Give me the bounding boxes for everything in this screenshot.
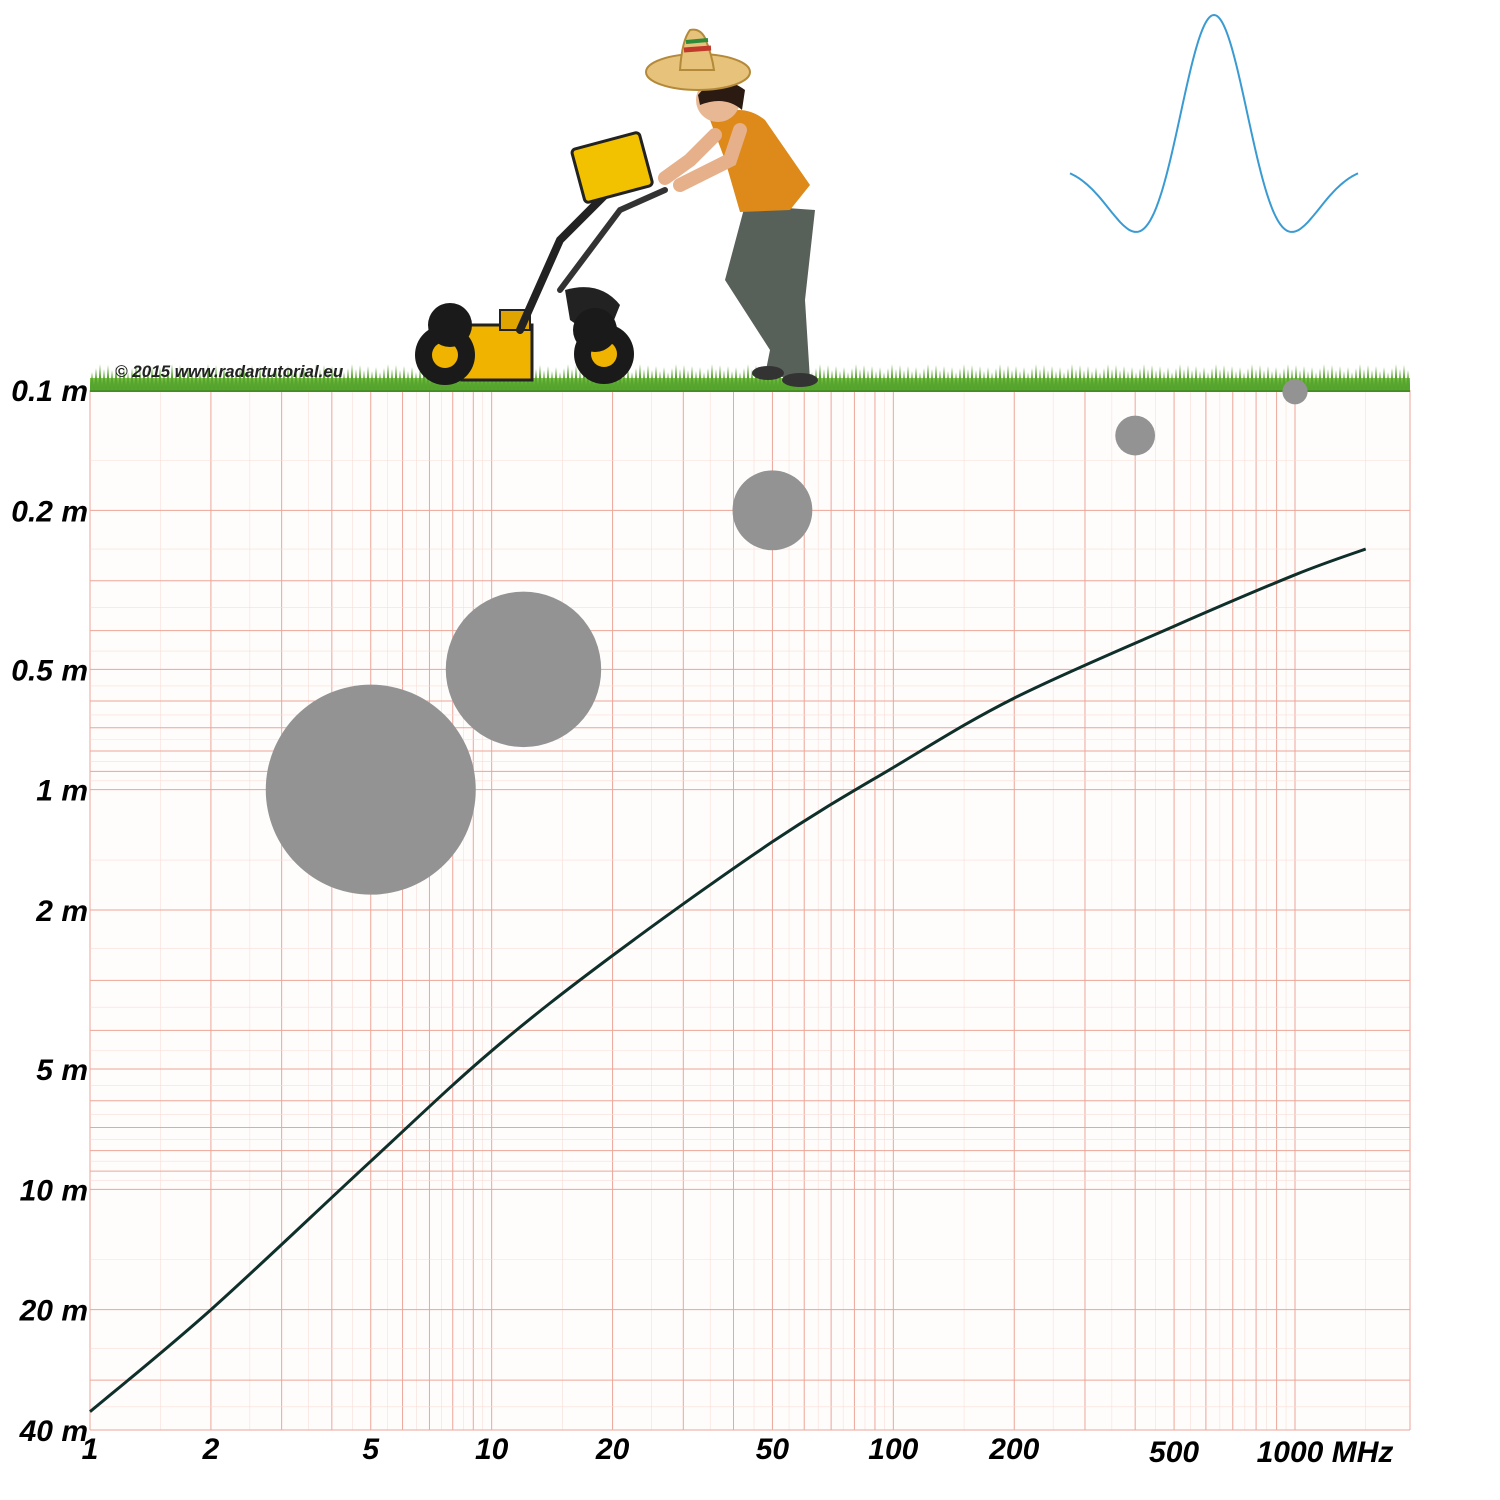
x-tick-label: 10 bbox=[475, 1433, 509, 1466]
x-tick-label: 1 bbox=[82, 1433, 99, 1466]
x-tick-label: 2 bbox=[202, 1433, 220, 1466]
x-tick-label: 200 bbox=[988, 1433, 1039, 1466]
y-tick-label: 1 m bbox=[36, 775, 88, 808]
bubble-point bbox=[1282, 379, 1308, 405]
y-tick-label: 5 m bbox=[36, 1054, 88, 1087]
gpr-operator-illustration bbox=[415, 28, 818, 387]
bubble-point bbox=[445, 591, 602, 748]
bubble-point bbox=[732, 470, 813, 551]
bubble-point bbox=[1115, 415, 1156, 456]
bubble-point bbox=[265, 684, 476, 895]
grid bbox=[89, 389, 1411, 1431]
x-tick-label: 100 bbox=[868, 1433, 918, 1466]
y-tick-label: 0.5 m bbox=[11, 654, 88, 687]
copyright-notice: © 2015 www.radartutorial.eu bbox=[115, 362, 344, 381]
x-tick-label: 1000 MHz bbox=[1257, 1436, 1394, 1469]
bubbles bbox=[265, 379, 1308, 895]
x-tick-label: 20 bbox=[595, 1433, 630, 1466]
x-tick-label: 5 bbox=[362, 1433, 380, 1466]
y-tick-label: 10 m bbox=[20, 1174, 88, 1207]
y-tick-label: 20 m bbox=[19, 1295, 88, 1328]
pulse-waveform-icon bbox=[1069, 13, 1359, 233]
x-tick-label: 50 bbox=[756, 1433, 790, 1466]
x-tick-labels: 1 2 5 10 20 50 100 200 500 1000 MHz bbox=[82, 1433, 1394, 1469]
y-tick-labels: 0.1 m 0.2 m 0.5 m 1 m 2 m 5 m 10 m 20 m 40 m bbox=[11, 375, 88, 1448]
y-tick-label: 40 m bbox=[19, 1415, 88, 1448]
series-line bbox=[89, 547, 1367, 1413]
y-tick-label: 0.1 m bbox=[11, 375, 88, 408]
y-tick-label: 2 m bbox=[35, 895, 88, 928]
y-tick-label: 0.2 m bbox=[11, 495, 88, 528]
curves bbox=[89, 547, 1367, 1413]
x-tick-label: 500 bbox=[1149, 1436, 1199, 1469]
